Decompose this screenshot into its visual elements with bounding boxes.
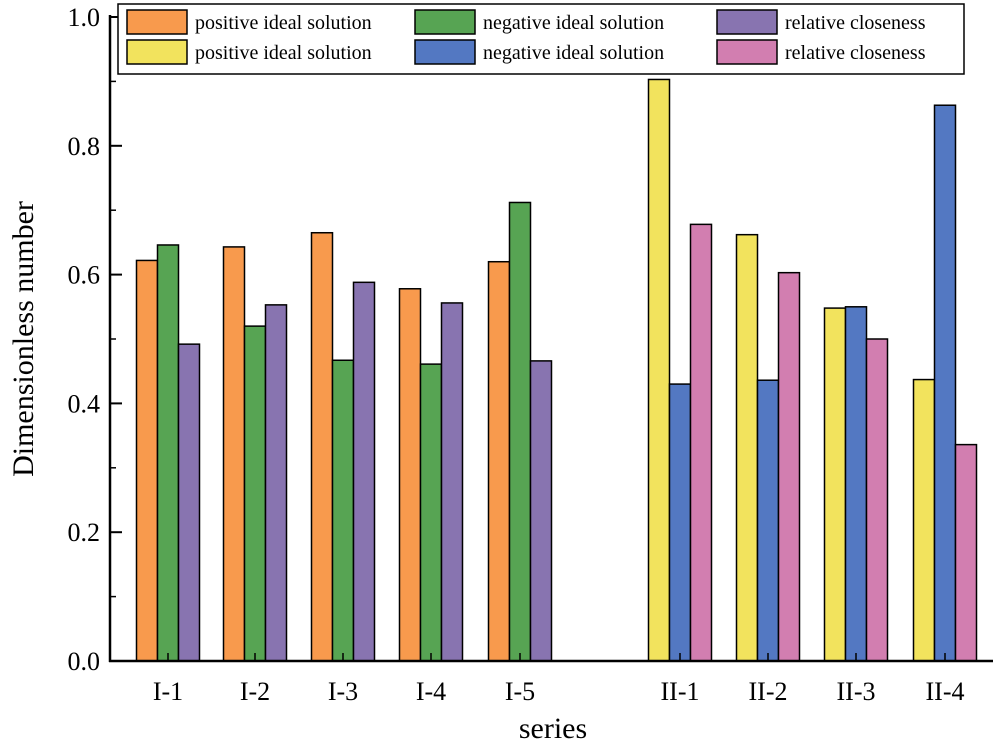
- bar-II-3-relative-closeness: [865, 338, 889, 662]
- bar-II-1-positive-ideal-solution: [647, 78, 671, 662]
- bar-I-3-negative-ideal-solution: [331, 359, 355, 662]
- x-tick-label: II-2: [749, 677, 788, 706]
- y-tick-label: 1.0: [68, 3, 101, 32]
- legend-swatch: [716, 9, 778, 35]
- legend-swatch: [126, 39, 188, 65]
- bar-I-5-relative-closeness: [529, 360, 553, 662]
- bar-II-1-negative-ideal-solution: [668, 383, 692, 662]
- legend-swatch: [126, 9, 188, 35]
- legend-swatch: [414, 39, 476, 65]
- y-tick-label: 0.8: [68, 132, 101, 161]
- bar-II-1-relative-closeness: [689, 223, 713, 662]
- legend-label: positive ideal solution: [195, 12, 372, 34]
- bar-II-2-positive-ideal-solution: [735, 233, 759, 662]
- x-tick-label: I-2: [240, 677, 270, 706]
- x-tick-label: I-5: [505, 677, 535, 706]
- x-axis-label: series: [519, 712, 587, 745]
- bar-I-1-positive-ideal-solution: [135, 259, 159, 662]
- bar-I-4-negative-ideal-solution: [419, 363, 443, 662]
- legend-label: negative ideal solution: [483, 12, 664, 34]
- y-tick-label: 0.4: [68, 389, 101, 418]
- bar-I-5-negative-ideal-solution: [508, 201, 532, 662]
- legend: positive ideal solution negative ideal so…: [117, 3, 965, 75]
- bar-II-2-relative-closeness: [777, 271, 801, 662]
- bar-I-5-positive-ideal-solution: [487, 260, 511, 662]
- axes: [108, 15, 993, 663]
- bar-I-1-relative-closeness: [177, 343, 201, 662]
- legend-label: relative closeness: [785, 42, 926, 64]
- x-tick-label: I-1: [153, 677, 183, 706]
- y-tick-label: 0.6: [68, 261, 101, 290]
- x-tick-label: I-3: [328, 677, 358, 706]
- bars: [135, 78, 978, 662]
- y-axis-label: Dimensionless number: [7, 201, 40, 477]
- bar-II-4-relative-closeness: [954, 443, 978, 662]
- bar-I-2-positive-ideal-solution: [222, 246, 246, 662]
- bar-II-4-negative-ideal-solution: [933, 104, 957, 662]
- x-tick-label: II-1: [661, 677, 700, 706]
- bar-II-2-negative-ideal-solution: [756, 379, 780, 662]
- x-tick-label: I-4: [416, 677, 446, 706]
- bar-II-4-positive-ideal-solution: [912, 378, 936, 662]
- bar-II-3-positive-ideal-solution: [823, 307, 847, 662]
- legend-box: [117, 3, 965, 75]
- bar-I-4-positive-ideal-solution: [398, 288, 422, 662]
- y-tick-label: 0.2: [68, 518, 101, 547]
- bar-II-3-negative-ideal-solution: [844, 306, 868, 662]
- legend-swatch: [414, 9, 476, 35]
- tick-labels: 0.0 0.2 0.4 0.6 0.8 1.0 I-1 I-2 I-3 I-4 I-5 II-1 II-…: [68, 3, 965, 706]
- legend-label: negative ideal solution: [483, 42, 664, 64]
- legend-label: relative closeness: [785, 12, 926, 34]
- y-tick-label: 0.0: [68, 647, 101, 676]
- bar-I-2-negative-ideal-solution: [243, 325, 267, 662]
- bar-I-3-relative-closeness: [352, 281, 376, 662]
- bar-I-2-relative-closeness: [264, 304, 288, 662]
- legend-label: positive ideal solution: [195, 42, 372, 64]
- x-tick-label: II-3: [837, 677, 876, 706]
- bar-I-3-positive-ideal-solution: [310, 231, 334, 662]
- bar-I-1-negative-ideal-solution: [156, 244, 180, 662]
- legend-swatch: [716, 39, 778, 65]
- x-tick-label: II-4: [926, 677, 965, 706]
- bar-I-4-relative-closeness: [440, 302, 464, 662]
